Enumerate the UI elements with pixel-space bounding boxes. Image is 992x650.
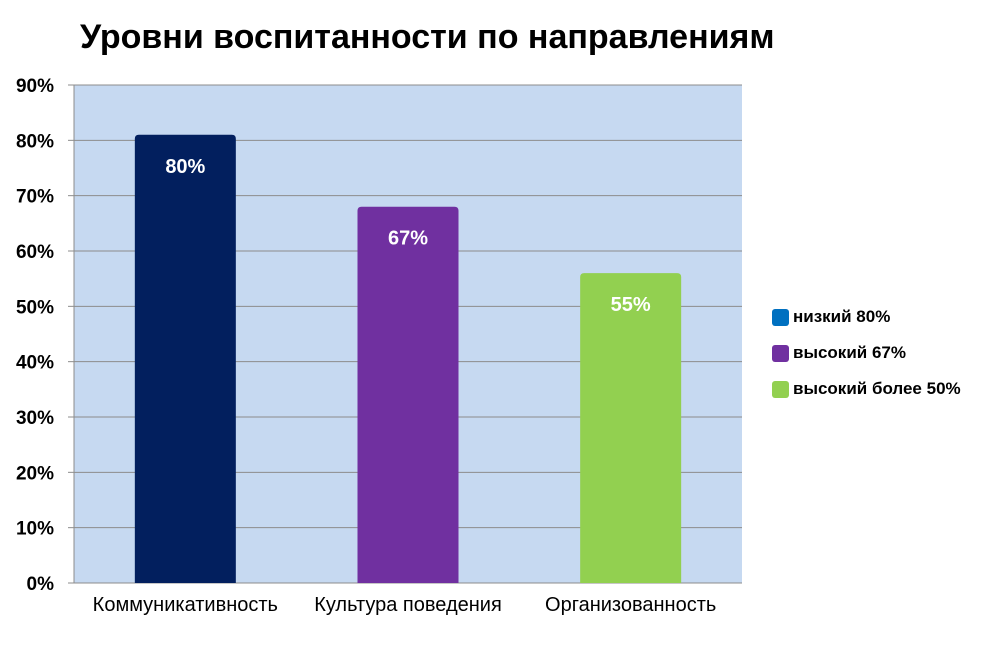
legend: низкий 80% высокий 67% высокий более 50% [772,307,961,415]
data-label: 67% [388,228,428,250]
y-tick-label: 10% [16,519,54,540]
legend-swatch-high-50 [772,380,789,398]
legend-label-high-67: высокий 67% [793,343,906,362]
y-tick-label: 30% [16,408,54,429]
y-tick-label: 50% [16,297,54,318]
legend-item-high-67: высокий 67% [772,343,961,363]
data-label: 80% [165,156,205,178]
bar [357,206,459,583]
y-tick-label: 80% [16,131,54,152]
legend-item-high-50: высокий более 50% [772,379,961,399]
x-tick-label: Коммуникативность [93,594,278,616]
legend-swatch-high-67 [772,344,789,362]
legend-label-low: низкий 80% [793,307,891,326]
x-tick-label: Культура поведения [314,594,502,616]
legend-item-low: низкий 80% [772,307,961,327]
chart-title: Уровни воспитанности по направлениям [80,18,775,56]
x-tick-label: Организованность [545,594,716,616]
bar [580,273,682,583]
y-tick-label: 0% [27,574,55,595]
y-tick-label: 40% [16,353,54,374]
legend-label-high-50: высокий более 50% [793,379,961,398]
y-tick-label: 70% [16,187,54,208]
y-tick-label: 20% [16,463,54,484]
y-tick-label: 90% [16,76,54,97]
legend-swatch-low [772,308,789,326]
bar [134,134,236,584]
data-label: 55% [611,294,651,316]
y-tick-label: 60% [16,242,54,263]
